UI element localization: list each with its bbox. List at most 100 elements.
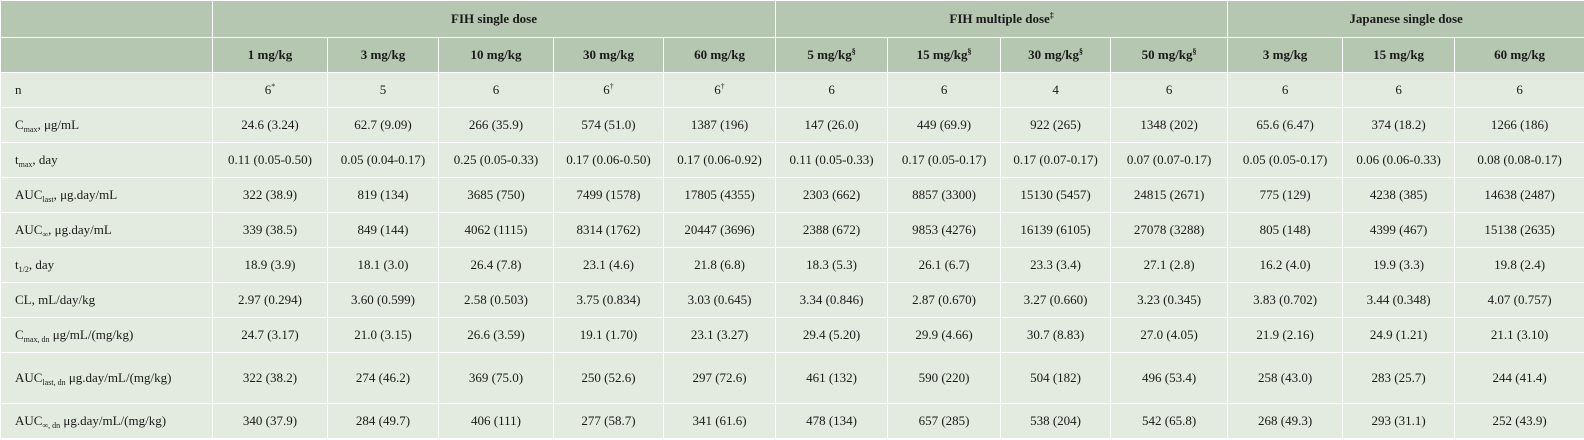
table-row: t1/2, day 18.9 (3.9) 18.1 (3.0) 26.4 (7.8) 2…: [0, 247, 1584, 283]
cell-value: 29.9 (4.66): [915, 327, 973, 342]
table-row: tmax, day 0.11 (0.05-0.50) 0.05 (0.04-0.17…: [0, 142, 1584, 178]
dose-label: 1 mg/kg: [247, 47, 293, 62]
value-cell: 1348 (202): [1110, 107, 1229, 143]
value-cell: 6: [1110, 72, 1229, 108]
cell-value: 4.07 (0.757): [1487, 292, 1552, 307]
dose-footnote-mark: §: [851, 47, 856, 56]
value-cell: 18.3 (5.3): [775, 247, 889, 283]
cell-footnote-mark: †: [609, 82, 614, 91]
cell-footnote-mark: †: [720, 82, 725, 91]
cell-value: 9853 (4276): [912, 222, 977, 237]
dose-label: 30 mg/kg: [583, 47, 634, 62]
value-cell: 284 (49.7): [327, 403, 439, 439]
cell-value: 250 (52.6): [581, 370, 636, 385]
cell-value: 21.8 (6.8): [694, 257, 745, 272]
value-cell: 17805 (4355): [662, 177, 777, 213]
value-cell: 3.60 (0.599): [327, 282, 439, 318]
parameter-name: C: [15, 327, 24, 342]
cell-value: 29.4 (5.20): [802, 327, 861, 342]
cell-value: 18.1 (3.0): [357, 257, 409, 272]
parameter-label: n: [0, 72, 213, 108]
cell-value: 449 (69.9): [916, 117, 972, 132]
value-cell: 0.17 (0.06-0.50): [553, 142, 664, 178]
parameter-name: t: [15, 152, 19, 167]
value-cell: 20447 (3696): [662, 212, 777, 248]
table-body: n 6* 5 6 6† 6† 6 6 4 6 6 6 6 Cmax, μg/mL 24.6 (3.24) 62…: [0, 72, 1584, 439]
cell-value: 284 (49.7): [355, 413, 411, 428]
parameter-subscript: max: [18, 160, 33, 169]
value-cell: 15138 (2635): [1454, 212, 1584, 248]
value-cell: 18.1 (3.0): [327, 247, 439, 283]
dose-label: 30 mg/kg: [1028, 47, 1080, 62]
value-cell: 21.1 (3.10): [1454, 317, 1584, 353]
parameter-unit: μg.day/mL/(mg/kg): [65, 370, 172, 385]
value-cell: 23.3 (3.4): [1000, 247, 1112, 283]
parameter-subscript: last: [42, 195, 54, 204]
dose-label: 60 mg/kg: [694, 47, 745, 62]
parameter-unit: , day: [28, 257, 55, 272]
cell-value: 7499 (1578): [576, 187, 641, 202]
cell-value: 3.44 (0.348): [1366, 292, 1431, 307]
cell-value: 21.9 (2.16): [1256, 327, 1314, 342]
cell-value: 18.9 (3.9): [244, 257, 296, 272]
value-cell: 340 (37.9): [212, 403, 328, 439]
value-cell: 3.83 (0.702): [1227, 282, 1344, 318]
cell-value: 23.1 (4.6): [583, 257, 634, 272]
value-cell: 339 (38.5): [212, 212, 328, 248]
value-cell: 6*: [212, 72, 328, 108]
cell-value: 258 (43.0): [1258, 370, 1313, 385]
cell-value: 574 (51.0): [581, 117, 636, 132]
value-cell: 4399 (467): [1342, 212, 1456, 248]
value-cell: 2.87 (0.670): [887, 282, 1002, 318]
value-cell: 0.05 (0.05-0.17): [1227, 142, 1344, 178]
value-cell: 1266 (186): [1454, 107, 1584, 143]
cell-value: 26.6 (3.59): [467, 327, 525, 342]
value-cell: 21.8 (6.8): [662, 247, 777, 283]
cell-value: 16139 (6105): [1020, 222, 1091, 237]
value-cell: 0.17 (0.07-0.17): [1000, 142, 1112, 178]
value-cell: 26.4 (7.8): [438, 247, 554, 283]
value-cell: 6: [1342, 72, 1456, 108]
cell-value: 277 (58.7): [581, 413, 636, 428]
cell-value: 6: [1165, 82, 1173, 97]
value-cell: 775 (129): [1227, 177, 1344, 213]
value-cell: 374 (18.2): [1342, 107, 1456, 143]
group-footnote-mark: ‡: [1049, 11, 1054, 20]
cell-value: 297 (72.6): [692, 370, 747, 385]
cell-value: 478 (134): [806, 413, 858, 428]
cell-value: 252 (43.9): [1492, 413, 1547, 428]
parameter-name: AUC: [15, 370, 43, 385]
value-cell: 805 (148): [1227, 212, 1344, 248]
table-row: AUClast, dn μg.day/mL/(mg/kg) 322 (38.2) 2…: [0, 352, 1584, 404]
value-cell: 849 (144): [327, 212, 439, 248]
value-cell: 6: [1227, 72, 1344, 108]
parameter-name: CL, mL/day/kg: [15, 292, 96, 307]
value-cell: 322 (38.2): [212, 352, 328, 404]
value-cell: 3.23 (0.345): [1110, 282, 1229, 318]
value-cell: 0.06 (0.06-0.33): [1342, 142, 1456, 178]
parameter-name: C: [15, 117, 24, 132]
value-cell: 258 (43.0): [1227, 352, 1344, 404]
value-cell: 147 (26.0): [775, 107, 889, 143]
value-cell: 23.1 (4.6): [553, 247, 664, 283]
value-cell: 461 (132): [775, 352, 889, 404]
parameter-unit: , μg/mL: [37, 117, 80, 132]
cell-value: 4: [1052, 82, 1059, 97]
value-cell: 4: [1000, 72, 1112, 108]
dose-label: 3 mg/kg: [1262, 47, 1308, 62]
cell-value: 0.08 (0.08-0.17): [1477, 152, 1562, 167]
value-cell: 322 (38.9): [212, 177, 328, 213]
value-cell: 274 (46.2): [327, 352, 439, 404]
dose-label: 10 mg/kg: [470, 47, 522, 62]
cell-value: 27.1 (2.8): [1143, 257, 1195, 272]
parameter-name: AUC: [15, 413, 43, 428]
group-header-row: FIH single dose FIH multiple dose‡ Japan…: [0, 0, 1584, 38]
dose-label: 50 mg/kg: [1141, 47, 1193, 62]
cell-value: 26.1 (6.7): [918, 257, 970, 272]
cell-value: 461 (132): [806, 370, 858, 385]
table-row: Cmax, dn μg/mL/(mg/kg) 24.7 (3.17) 21.0 (3…: [0, 317, 1584, 353]
table-row: AUClast, μg.day/mL 322 (38.9) 819 (134) 368…: [0, 177, 1584, 213]
cell-value: 922 (265): [1030, 117, 1082, 132]
cell-value: 2.87 (0.670): [912, 292, 977, 307]
value-cell: 2388 (672): [775, 212, 889, 248]
